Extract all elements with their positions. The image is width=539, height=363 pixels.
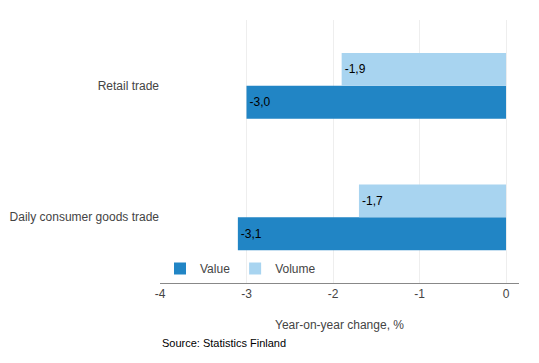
svg-text:Daily consumer goods trade: Daily consumer goods trade [10, 210, 160, 224]
svg-text:Year-on-year change, %: Year-on-year change, % [275, 318, 404, 332]
svg-text:Volume: Volume [275, 262, 315, 276]
svg-text:-3,1: -3,1 [241, 227, 262, 241]
svg-text:-3: -3 [241, 287, 252, 301]
svg-text:-1: -1 [414, 287, 425, 301]
svg-text:Value: Value [200, 262, 230, 276]
svg-text:-4: -4 [155, 287, 166, 301]
svg-text:-2: -2 [328, 287, 339, 301]
svg-text:-1,7: -1,7 [362, 194, 383, 208]
svg-text:-1,9: -1,9 [345, 62, 366, 76]
svg-text:Retail trade: Retail trade [98, 79, 160, 93]
svg-text:0: 0 [503, 287, 510, 301]
svg-text:Source: Statistics Finland: Source: Statistics Finland [162, 337, 286, 349]
svg-text:-3,0: -3,0 [250, 95, 271, 109]
